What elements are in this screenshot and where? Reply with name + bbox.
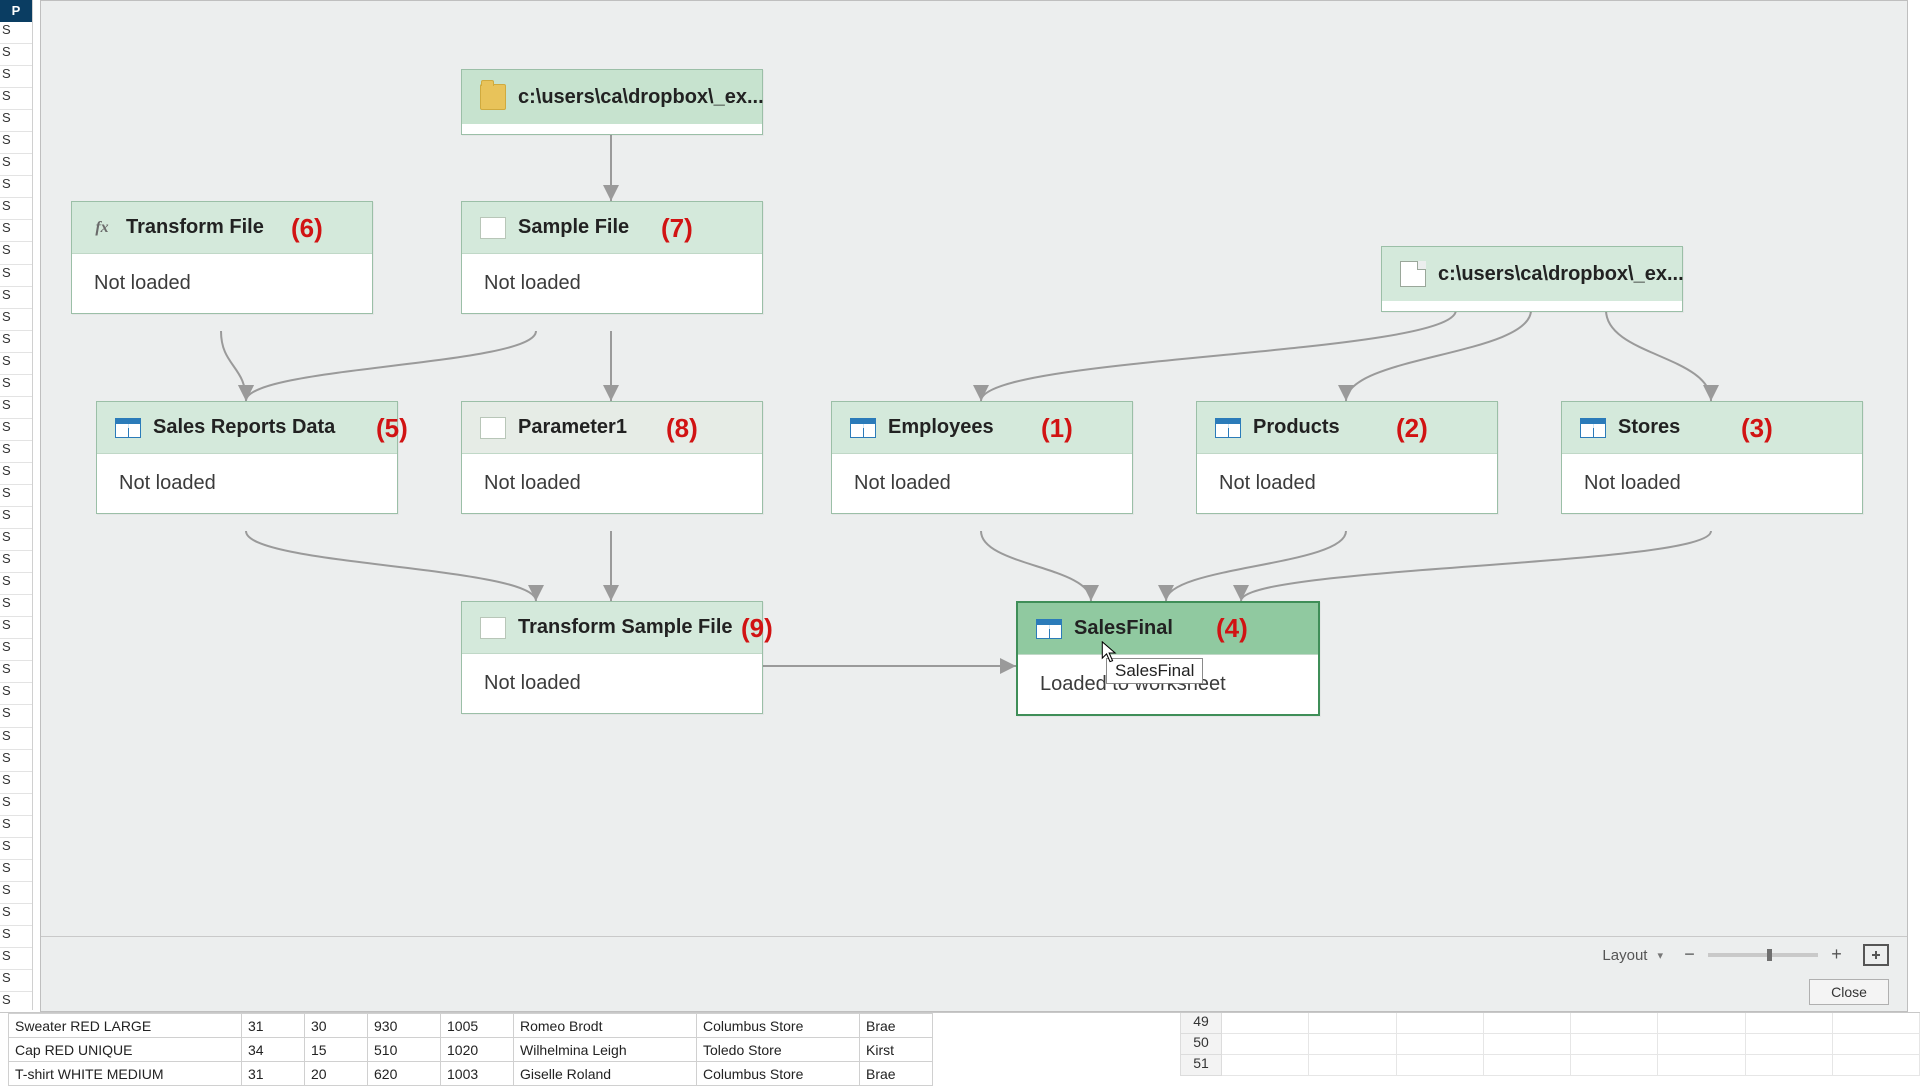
node-transform-sample[interactable]: Transform Sample File Not loaded	[461, 601, 763, 714]
worksheet-table[interactable]: Sweater RED LARGE31309301005Romeo BrodtC…	[8, 1013, 933, 1086]
node-products[interactable]: Products Not loaded	[1196, 401, 1498, 514]
node-file-source[interactable]: c:\users\ca\dropbox\_ex...	[1381, 246, 1683, 312]
table-icon	[1215, 418, 1241, 438]
zoom-out-button[interactable]: −	[1681, 947, 1698, 964]
file-icon	[1400, 261, 1426, 287]
node-employees[interactable]: Employees Not loaded	[831, 401, 1133, 514]
node-label: SalesFinal	[1074, 617, 1173, 640]
dependencies-canvas[interactable]: c:\users\ca\dropbox\_ex... c:\users\ca\dr…	[41, 1, 1907, 936]
zoom-track[interactable]	[1708, 953, 1818, 957]
node-sales-reports[interactable]: Sales Reports Data Not loaded	[96, 401, 398, 514]
worksheet-row-numbers: 495051	[1180, 1013, 1222, 1076]
zoom-in-button[interactable]: +	[1828, 947, 1845, 964]
sheet-row-headers: P SSSSSSSSSSSSSSSSSSSSSSSSSSSSSSSSSSSSSS…	[0, 0, 33, 1010]
layout-label: Layout	[1602, 947, 1647, 964]
node-label: Transform Sample File	[518, 616, 733, 639]
node-label: Sales Reports Data	[153, 416, 335, 439]
node-sample-file[interactable]: Sample File Not loaded	[461, 201, 763, 314]
fx-icon: fx	[90, 219, 114, 237]
panel-footer: Layout ▾ − +	[41, 936, 1907, 973]
node-status: Not loaded	[72, 254, 372, 313]
node-status: Not loaded	[462, 654, 762, 713]
node-tooltip: SalesFinal	[1106, 658, 1203, 684]
node-label: Employees	[888, 416, 994, 439]
node-label: Parameter1	[518, 416, 627, 439]
chevron-down-icon: ▾	[1657, 949, 1663, 962]
node-status: Not loaded	[1562, 454, 1862, 513]
sheet-col-header: P	[0, 0, 32, 22]
blank-icon	[480, 617, 506, 639]
node-label: Stores	[1618, 416, 1680, 439]
table-icon	[115, 418, 141, 438]
node-status: Not loaded	[97, 454, 397, 513]
table-icon	[1036, 619, 1062, 639]
worksheet-strip: Sweater RED LARGE31309301005Romeo BrodtC…	[0, 1012, 1920, 1080]
close-button[interactable]: Close	[1809, 979, 1889, 1005]
node-label: c:\users\ca\dropbox\_ex...	[1438, 263, 1684, 286]
node-status: Not loaded	[462, 254, 762, 313]
node-parameter1[interactable]: Parameter1 Not loaded	[461, 401, 763, 514]
layout-dropdown[interactable]: Layout ▾	[1602, 947, 1663, 964]
query-dependencies-panel: c:\users\ca\dropbox\_ex... c:\users\ca\dr…	[40, 0, 1908, 1012]
node-label: Sample File	[518, 216, 629, 239]
node-stores[interactable]: Stores Not loaded	[1561, 401, 1863, 514]
node-status: Not loaded	[832, 454, 1132, 513]
node-label: c:\users\ca\dropbox\_ex...	[518, 86, 764, 109]
folder-icon	[480, 84, 506, 110]
fit-to-screen-button[interactable]	[1863, 944, 1889, 966]
worksheet-empty-grid	[1222, 1013, 1920, 1080]
blank-icon	[480, 417, 506, 439]
panel-close-row: Close	[41, 973, 1907, 1011]
blank-icon	[480, 217, 506, 239]
node-folder-source[interactable]: c:\users\ca\dropbox\_ex...	[461, 69, 763, 135]
node-status: Not loaded	[462, 454, 762, 513]
zoom-control: − +	[1681, 947, 1845, 964]
table-icon	[850, 418, 876, 438]
node-label: Products	[1253, 416, 1340, 439]
table-icon	[1580, 418, 1606, 438]
node-transform-file[interactable]: fx Transform File Not loaded	[71, 201, 373, 314]
zoom-thumb[interactable]	[1767, 949, 1772, 961]
node-label: Transform File	[126, 216, 264, 239]
node-status: Not loaded	[1197, 454, 1497, 513]
